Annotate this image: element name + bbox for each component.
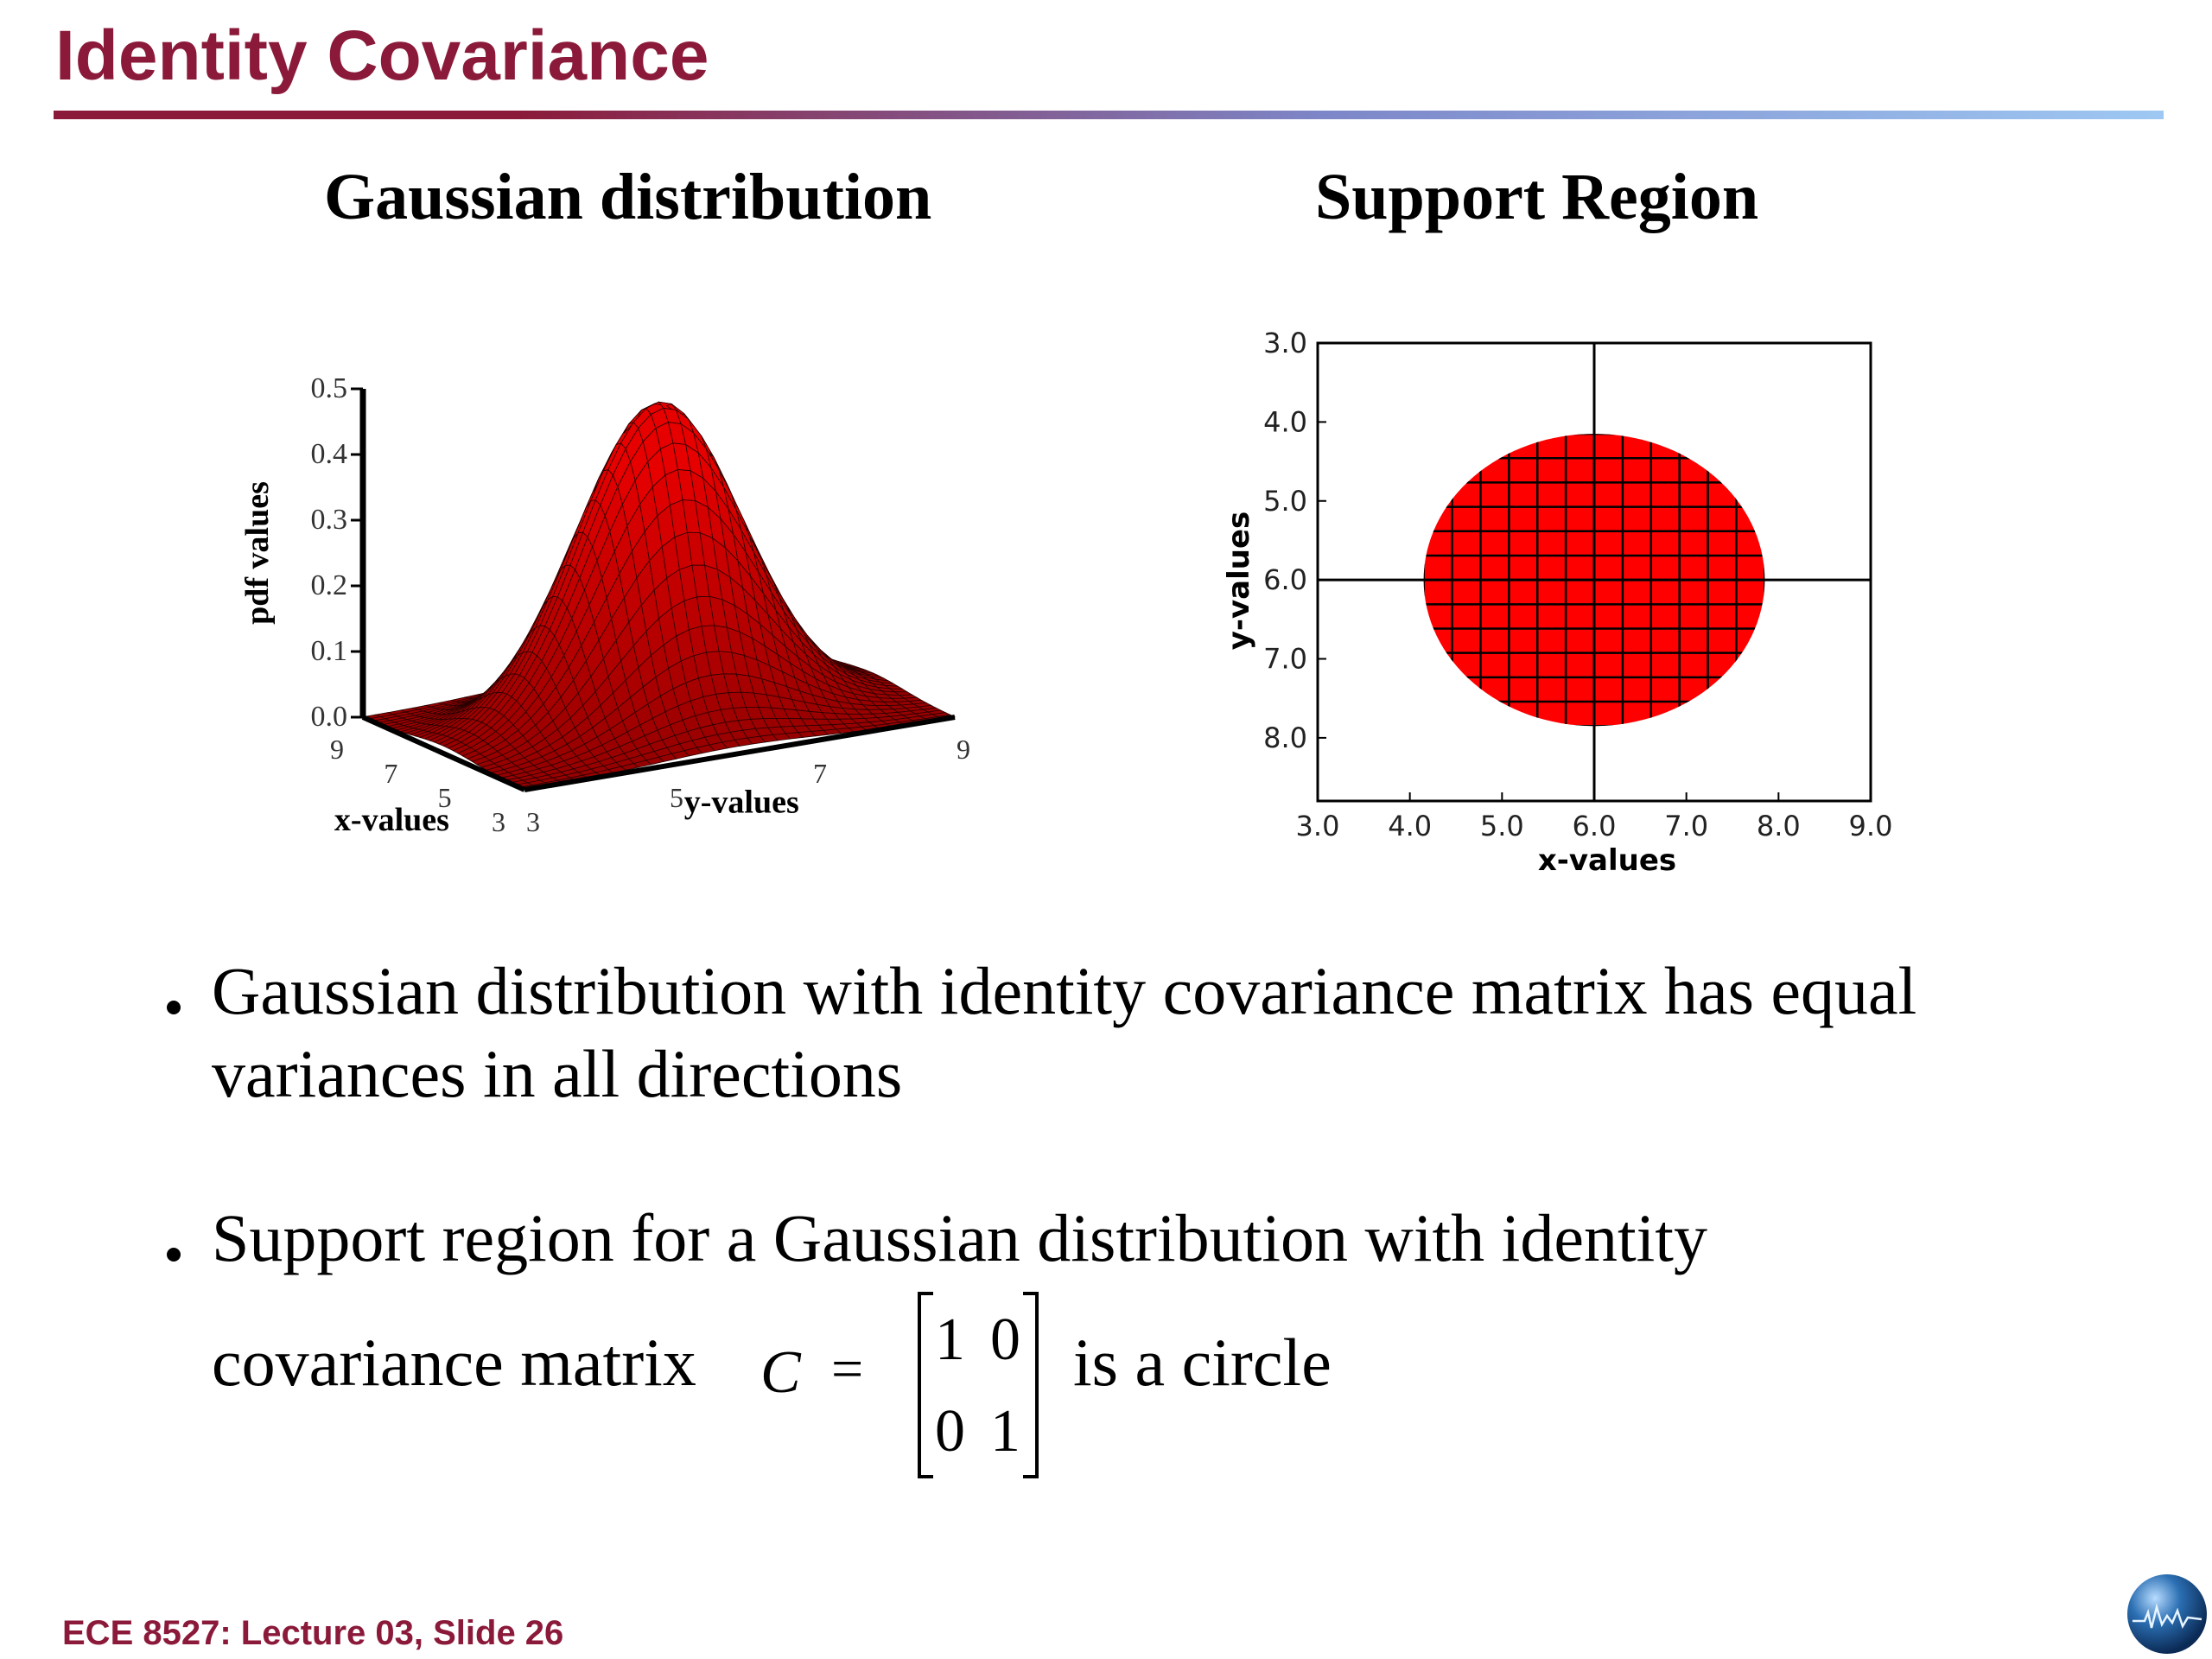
x-tick-label: 5.0 <box>1480 810 1524 842</box>
matrix-cell-12: 0 <box>990 1306 1020 1373</box>
bullet-1-line-2: variances in all directions <box>212 1036 903 1111</box>
y-tick-label: 3 <box>526 806 540 837</box>
gaussian-panel-title: Gaussian distribution <box>324 161 932 233</box>
y-tick-label: 4.0 <box>1263 405 1307 438</box>
y-tick-label: 9 <box>957 734 970 765</box>
support-plot: 3.0 4.0 5.0 6.0 7.0 8.0 9.0 x-values 3.0 4.0 5.0 6.… <box>1222 327 1892 878</box>
identity-matrix: 1 0 0 1 <box>918 1292 1039 1478</box>
bullet-2-marker <box>167 1248 181 1262</box>
x-tick-label: 3 <box>492 806 505 837</box>
x-tick-label: 6.0 <box>1573 810 1617 842</box>
z-tick-label: 0.5 <box>311 372 348 404</box>
x-tick-label: 8.0 <box>1757 810 1801 842</box>
x-tick-label: 7.0 <box>1664 810 1708 842</box>
z-tick-label: 0.1 <box>311 635 348 667</box>
bullet-2-line-2-prefix: covariance matrix <box>212 1325 696 1400</box>
surface-mesh <box>361 401 957 791</box>
x-tick-label: 5 <box>438 782 452 813</box>
matrix-cell-11: 1 <box>935 1306 965 1373</box>
y-tick-label: 6.0 <box>1263 563 1307 596</box>
z-tick-label: 0.0 <box>311 701 348 733</box>
globe-logo-icon <box>2127 1574 2207 1654</box>
bullet-1-marker <box>167 1001 181 1014</box>
x-axis-label: x-values <box>334 802 449 838</box>
matrix-symbol: C <box>760 1339 801 1406</box>
x-tick-label: 3.0 <box>1296 810 1340 842</box>
matrix-left-bracket <box>918 1292 933 1478</box>
y-tick-label: 7.0 <box>1263 643 1307 676</box>
title-divider <box>54 111 2164 119</box>
y-tick-label: 3.0 <box>1263 327 1307 359</box>
y-axis-label: y-values <box>684 784 799 820</box>
gaussian-surface-chart: 0.0 0.1 0.2 0.3 0.4 0.5 3 5 7 9 x-values 3 5 7 9 y-valu… <box>239 372 970 838</box>
surface-axes <box>351 387 956 792</box>
x-axis-line <box>361 715 526 792</box>
bullet-1-line-1: Gaussian distribution with identity cova… <box>212 953 1917 1028</box>
matrix-cell-22: 1 <box>990 1398 1020 1465</box>
slide-footer: ECE 8527: Lecture 03, Slide 26 <box>62 1614 564 1652</box>
bullet-2-line-2-suffix: is a circle <box>1073 1325 1332 1400</box>
y-tick-label: 8.0 <box>1263 721 1307 754</box>
matrix-right-bracket <box>1023 1292 1039 1478</box>
x-tick-label: 9.0 <box>1849 810 1893 842</box>
z-tick-label: 0.2 <box>311 569 348 601</box>
y-tick-label: 5 <box>670 782 683 813</box>
y-axis-label: y-values <box>1222 512 1256 651</box>
slide-title: Identity Covariance <box>55 16 709 95</box>
support-panel-title: Support Region <box>1315 161 1759 233</box>
surface-labels: 0.0 0.1 0.2 0.3 0.4 0.5 3 5 7 9 x-values 3 5 7 9 y-valu… <box>239 372 970 838</box>
z-tick-label: 0.4 <box>311 438 348 470</box>
bullet-2-line-1: Support region for a Gaussian distributi… <box>212 1200 1707 1275</box>
x-axis-label: x-values <box>1538 843 1676 878</box>
z-tick-label: 0.3 <box>311 504 348 536</box>
x-tick-label: 9 <box>330 734 344 765</box>
y-axis-line <box>524 715 956 792</box>
matrix-cell-21: 0 <box>935 1398 965 1465</box>
support-region-chart: 3.0 4.0 5.0 6.0 7.0 8.0 9.0 x-values 3.0 4.0 5.0 6.… <box>1222 327 1892 878</box>
y-tick-label: 7 <box>813 758 827 789</box>
equals-sign: = <box>831 1338 864 1401</box>
x-tick-label: 4.0 <box>1388 810 1432 842</box>
y-tick-label: 5.0 <box>1263 485 1307 518</box>
z-axis-label: pdf values <box>239 481 276 625</box>
x-tick-label: 7 <box>384 758 397 789</box>
